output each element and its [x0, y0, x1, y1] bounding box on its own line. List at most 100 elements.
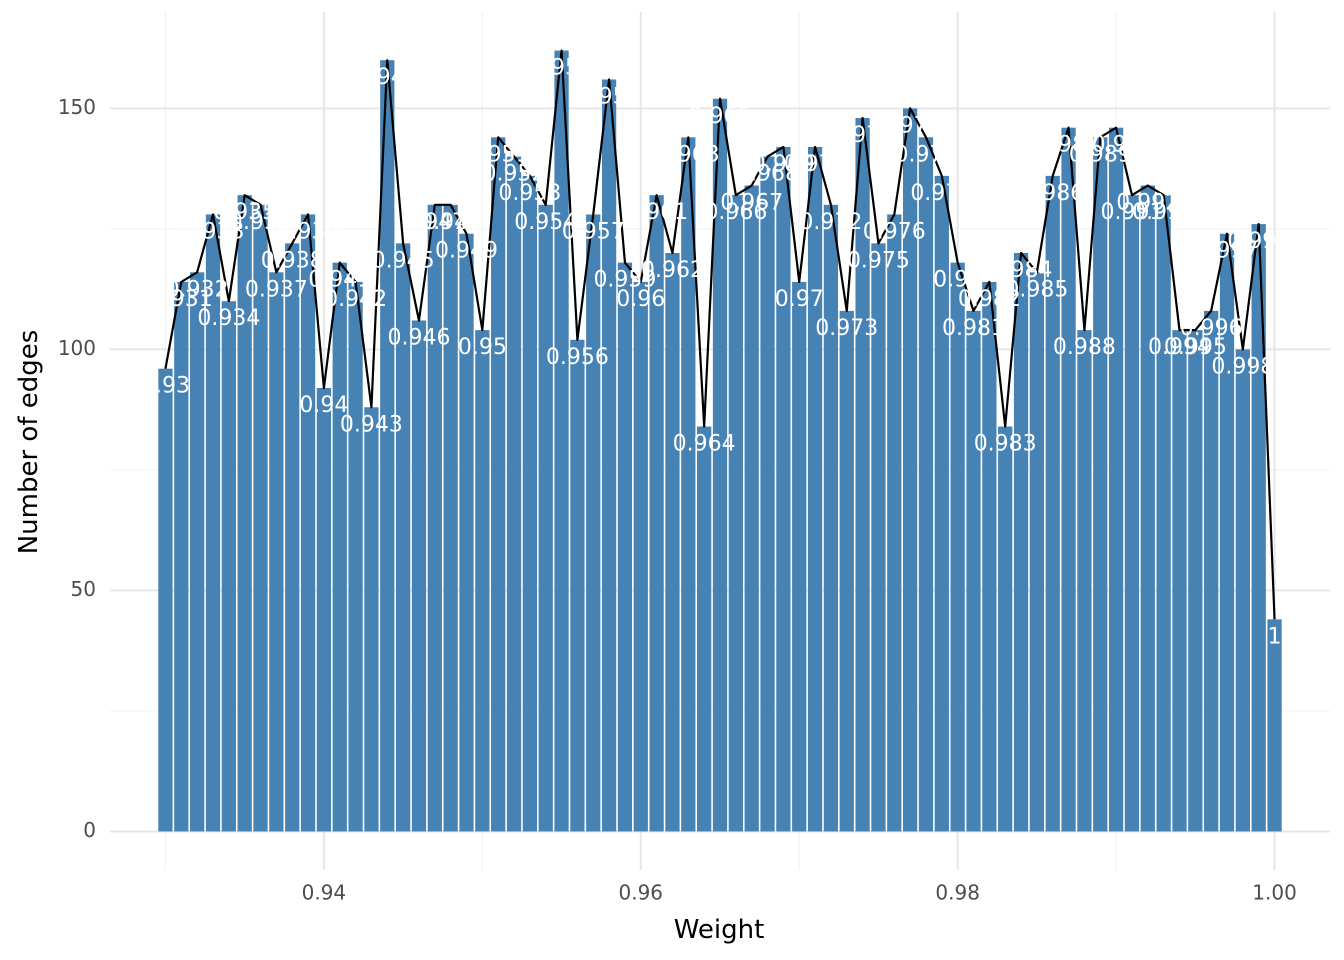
data-label: 0.97 [775, 287, 824, 312]
data-label: 0.988 [1053, 335, 1116, 360]
bar [744, 185, 759, 832]
bar [1045, 175, 1060, 832]
data-label: 0.996 [1180, 316, 1243, 341]
data-label: 0.948 [419, 210, 482, 235]
bar [1172, 330, 1187, 832]
data-label: 1 [1268, 624, 1282, 649]
bar [1077, 330, 1092, 832]
bar [491, 137, 506, 832]
bar [190, 272, 205, 832]
bar [158, 368, 173, 832]
bar [617, 262, 633, 832]
bar [459, 233, 474, 832]
data-label: 0.999 [1227, 229, 1290, 254]
data-label: 0.965 [689, 104, 752, 129]
y-tick-label: 100 [58, 336, 96, 360]
data-label: 0.935 [213, 200, 276, 225]
data-label: 0.986 [1021, 181, 1084, 206]
bar [1029, 272, 1045, 832]
bars [158, 50, 1282, 832]
data-label: 0.969 [752, 152, 815, 177]
bar [681, 137, 696, 832]
data-label: 0.978 [894, 142, 957, 167]
bar [427, 204, 442, 832]
bar [950, 262, 965, 832]
x-tick-label: 0.98 [935, 881, 980, 905]
bar [300, 214, 316, 832]
bar [649, 195, 664, 832]
bar [1235, 349, 1250, 832]
bar [570, 339, 585, 832]
bar [316, 387, 332, 832]
x-tick-label: 0.96 [619, 881, 664, 905]
data-label: 0.98 [933, 268, 982, 293]
bar [601, 79, 617, 832]
data-label: 0.957 [562, 219, 625, 244]
data-label: 0.975 [847, 248, 910, 273]
data-label: 0.953 [498, 181, 561, 206]
y-axis-ticks: 0 50 100 150 [58, 95, 96, 842]
bar [554, 50, 569, 832]
bar-top-line [164, 49, 1276, 620]
data-label: 0.979 [910, 181, 973, 206]
data-label: 0.952 [483, 162, 546, 187]
data-label: 0.937 [245, 277, 308, 302]
bar [1061, 127, 1076, 832]
data-label: 0.977 [879, 113, 942, 138]
bar [903, 108, 918, 832]
data-label: 0.991 [1100, 200, 1163, 225]
bar [237, 195, 252, 832]
data-label: 0.982 [958, 287, 1021, 312]
data-label: 0.968 [736, 162, 799, 187]
data-label: 0.94 [299, 393, 348, 418]
data-label: 0.96 [616, 287, 665, 312]
data-label: 0.945 [372, 248, 435, 273]
bar [221, 301, 236, 832]
bar [1140, 185, 1155, 832]
data-label: 0.954 [514, 210, 577, 235]
data-label: 0.994 [1148, 335, 1211, 360]
data-labels: 0.930.9310.9320.9330.9340.9350.9360.9370… [141, 56, 1290, 650]
data-label: 0.949 [435, 239, 498, 264]
data-label: 0.985 [1005, 277, 1068, 302]
bar [174, 281, 189, 832]
bar [1204, 310, 1219, 832]
bar [839, 310, 854, 832]
x-tick-label: 1.00 [1252, 881, 1297, 905]
bar [982, 281, 997, 832]
bar [1188, 330, 1203, 832]
data-label: 0.981 [942, 316, 1005, 341]
data-label: 0.972 [799, 210, 862, 235]
data-label: 0.932 [166, 277, 229, 302]
data-label: 0.983 [974, 432, 1037, 457]
bar [966, 310, 981, 832]
bar [1093, 137, 1108, 832]
data-label: 0.974 [831, 123, 894, 148]
data-label: 0.934 [197, 306, 260, 331]
data-label: 0.984 [990, 258, 1053, 283]
bar [633, 281, 648, 832]
bar [855, 118, 870, 832]
data-label: 0.95 [458, 335, 507, 360]
data-label: 0.966 [704, 200, 767, 225]
bar [395, 243, 411, 832]
bar [1219, 233, 1235, 832]
data-label: 0.933 [181, 219, 244, 244]
bar [712, 98, 728, 832]
bar [205, 214, 221, 832]
bar [998, 426, 1013, 832]
bar [522, 175, 537, 832]
data-label: 0.967 [720, 191, 783, 216]
data-label: 0.993 [1132, 200, 1195, 225]
data-label: 0.942 [324, 287, 387, 312]
data-label: 0.992 [1116, 191, 1179, 216]
data-label: 0.963 [657, 142, 720, 167]
data-label: 0.958 [578, 84, 641, 109]
bar [1267, 619, 1282, 832]
bar [760, 156, 775, 832]
bar [792, 281, 807, 832]
bar [871, 243, 886, 832]
data-label: 0.93 [141, 374, 190, 399]
bar [776, 146, 791, 832]
